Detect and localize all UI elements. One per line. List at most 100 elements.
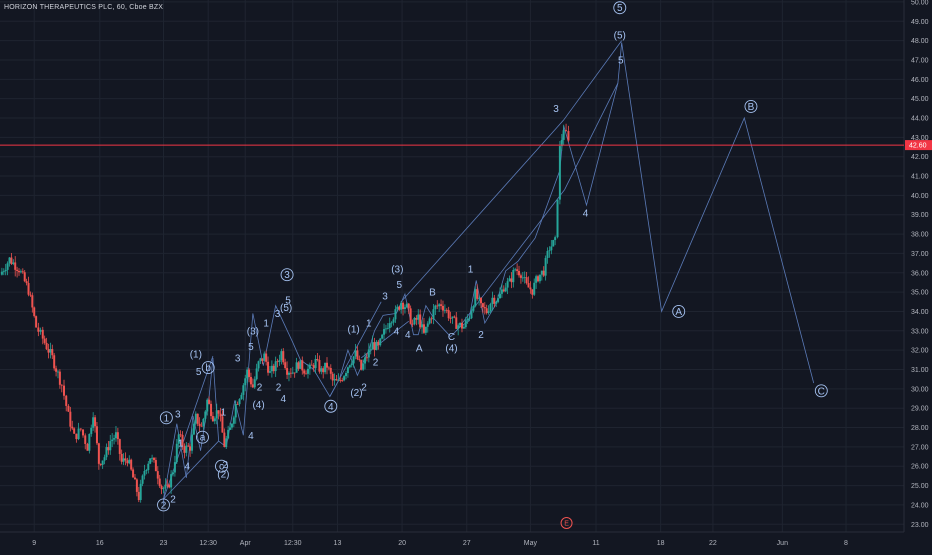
candle-body[interactable] (183, 446, 186, 453)
candle-body[interactable] (116, 432, 119, 440)
candle-body[interactable] (111, 439, 114, 442)
candle-body[interactable] (130, 459, 133, 470)
candle-body[interactable] (430, 318, 433, 320)
candle-body[interactable] (168, 484, 171, 488)
candle-body[interactable] (18, 271, 21, 273)
candle-body[interactable] (122, 458, 125, 462)
candle-body[interactable] (151, 457, 154, 459)
candle-body[interactable] (276, 361, 279, 363)
candle-body[interactable] (333, 379, 336, 381)
candle-body[interactable] (335, 379, 338, 381)
candle-body[interactable] (523, 277, 526, 278)
wave-label[interactable]: A (416, 344, 423, 355)
candle-body[interactable] (538, 274, 541, 282)
candle-body[interactable] (278, 360, 281, 363)
wave-label[interactable]: c (219, 462, 224, 473)
candle-body[interactable] (73, 428, 76, 434)
candle-body[interactable] (181, 434, 184, 447)
candle-body[interactable] (88, 433, 91, 451)
candle-body[interactable] (208, 399, 211, 404)
candle-body[interactable] (432, 309, 435, 320)
candle-body[interactable] (41, 329, 44, 339)
candle-body[interactable] (286, 368, 289, 375)
wave-label[interactable]: 3 (553, 104, 559, 115)
candle-body[interactable] (69, 411, 72, 427)
wave-label[interactable]: (4) (445, 344, 457, 355)
candle-body[interactable] (521, 277, 524, 279)
candle-body[interactable] (562, 130, 565, 140)
candle-body[interactable] (103, 457, 106, 461)
wave-label[interactable]: 3 (235, 353, 241, 364)
candle-body[interactable] (440, 304, 443, 306)
candle-body[interactable] (139, 483, 142, 501)
candle-body[interactable] (114, 432, 117, 439)
wave-label[interactable]: 4 (280, 394, 286, 405)
candle-body[interactable] (282, 351, 285, 363)
candle-body[interactable] (128, 459, 131, 464)
wave-label[interactable]: (5) (280, 303, 292, 314)
candle-body[interactable] (474, 289, 477, 307)
candle-body[interactable] (554, 237, 557, 241)
trend-line[interactable] (163, 440, 219, 500)
wave-label[interactable]: 3 (275, 309, 281, 320)
wave-label[interactable]: (3) (391, 264, 403, 275)
candle-body[interactable] (367, 349, 370, 358)
candle-body[interactable] (51, 349, 54, 356)
candle-body[interactable] (305, 373, 308, 375)
candle-body[interactable] (377, 341, 380, 346)
candle-body[interactable] (457, 325, 460, 329)
candle-body[interactable] (542, 270, 545, 276)
candle-body[interactable] (303, 370, 306, 374)
candle-body[interactable] (189, 446, 192, 451)
candle-body[interactable] (191, 434, 194, 451)
candle-body[interactable] (75, 433, 78, 440)
candle-body[interactable] (238, 399, 241, 405)
candle-body[interactable] (94, 417, 97, 427)
candle-body[interactable] (185, 445, 188, 453)
candle-body[interactable] (84, 435, 87, 444)
candle-body[interactable] (204, 411, 207, 419)
candle-body[interactable] (379, 338, 382, 346)
wave-label[interactable]: (2) (217, 469, 229, 480)
candle-body[interactable] (396, 306, 399, 310)
candle-body[interactable] (29, 294, 32, 296)
candle-body[interactable] (12, 262, 15, 264)
candle-body[interactable] (384, 328, 387, 330)
candle-body[interactable] (230, 423, 233, 428)
wave-label[interactable]: 2 (361, 382, 367, 393)
candle-body[interactable] (92, 417, 95, 428)
candle-body[interactable] (546, 251, 549, 259)
candle-body[interactable] (343, 376, 346, 381)
wave-label[interactable]: 1 (178, 439, 184, 450)
wave-label[interactable]: (5) (614, 30, 626, 41)
candle-body[interactable] (135, 479, 138, 492)
candle-body[interactable] (306, 368, 309, 374)
candle-body[interactable] (8, 257, 11, 264)
candle-body[interactable] (200, 425, 203, 427)
candle-body[interactable] (145, 469, 148, 471)
candle-body[interactable] (339, 379, 342, 381)
candle-body[interactable] (310, 364, 313, 366)
candle-body[interactable] (211, 416, 214, 422)
candle-body[interactable] (53, 355, 56, 369)
candle-body[interactable] (443, 309, 446, 311)
wave-label[interactable]: 5 (248, 342, 254, 353)
candle-body[interactable] (316, 359, 319, 361)
wave-path[interactable] (163, 357, 227, 505)
wave-label[interactable]: A (675, 307, 682, 318)
candle-body[interactable] (289, 372, 292, 374)
candle-body[interactable] (234, 403, 237, 418)
wave-label[interactable]: 2 (257, 382, 263, 393)
candle-body[interactable] (35, 316, 38, 328)
wave-label[interactable]: 2 (223, 460, 229, 471)
candle-body[interactable] (413, 317, 416, 325)
wave-label[interactable]: 1 (221, 408, 227, 419)
candle-body[interactable] (392, 319, 395, 323)
candle-body[interactable] (43, 338, 46, 343)
candle-body[interactable] (455, 317, 458, 329)
candle-body[interactable] (518, 270, 521, 276)
wave-label[interactable]: 4 (405, 330, 411, 341)
candle-body[interactable] (219, 413, 222, 417)
candle-body[interactable] (240, 394, 243, 400)
candle-body[interactable] (550, 246, 553, 251)
